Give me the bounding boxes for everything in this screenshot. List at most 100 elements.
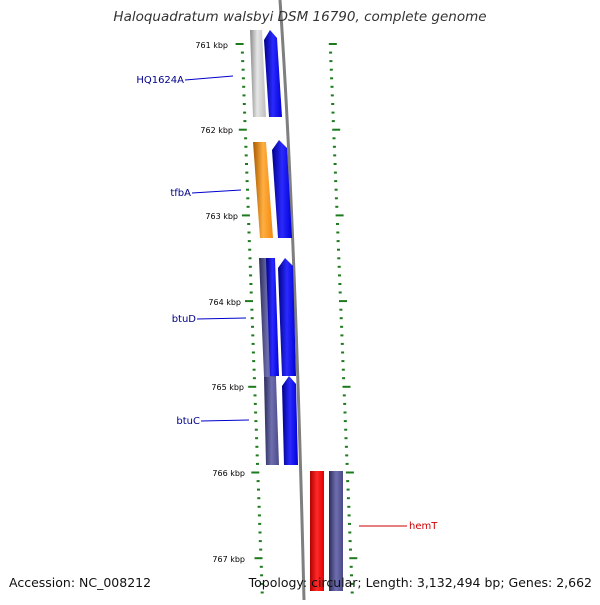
outer-minor-tick — [348, 522, 351, 525]
kbp-label-766: 766 kbp — [212, 469, 245, 478]
minor-tick — [252, 368, 256, 371]
accession-text: Accession: NC_008212 — [9, 575, 152, 590]
outer-minor-tick — [343, 402, 347, 405]
minor-tick — [257, 505, 261, 508]
minor-tick — [245, 171, 249, 174]
outer-major-tick — [332, 128, 341, 131]
outer-minor-tick — [330, 85, 334, 88]
outer-minor-tick — [346, 497, 350, 500]
minor-tick — [243, 120, 247, 123]
outer-minor-tick — [338, 283, 342, 285]
outer-minor-tick — [344, 428, 348, 431]
outer-minor-tick — [346, 488, 350, 491]
outer-minor-tick — [338, 291, 342, 294]
major-tick — [254, 557, 263, 560]
major-tick — [251, 471, 260, 474]
feature-tfba[interactable] — [253, 142, 273, 238]
outer-major-tick — [328, 43, 337, 45]
outer-minor-tick — [348, 531, 352, 534]
minor-tick — [260, 591, 264, 594]
feature-hemt[interactable] — [310, 471, 324, 591]
outer-minor-tick — [335, 205, 339, 208]
minor-tick — [254, 411, 258, 414]
minor-tick — [243, 111, 247, 114]
feature-labels: HQ1624A tfbA btuD btuC hemT — [136, 75, 438, 532]
outer-minor-tick — [343, 420, 347, 423]
minor-tick — [252, 377, 256, 380]
outer-major-tick — [335, 214, 344, 217]
outer-minor-tick — [340, 342, 344, 345]
minor-tick — [247, 240, 251, 243]
minor-tick — [255, 454, 259, 457]
genome-summary-text: Topology: circular; Length: 3,132,494 bp… — [248, 575, 592, 590]
minor-tick — [253, 394, 257, 397]
minor-tick — [255, 445, 259, 448]
minor-tick — [250, 308, 254, 311]
outer-minor-tick — [338, 274, 341, 277]
outer-minor-tick — [346, 480, 350, 483]
forward-cds-arrow-4[interactable] — [282, 376, 298, 465]
minor-tick — [248, 265, 252, 268]
major-tick — [235, 43, 244, 45]
minor-tick — [245, 180, 249, 183]
feature-hq1624a[interactable] — [250, 30, 266, 117]
outer-minor-tick — [337, 265, 341, 268]
minor-tick — [254, 420, 258, 423]
forward-cds-arrow-1[interactable] — [264, 30, 282, 117]
outer-minor-tick — [330, 94, 334, 97]
leader-btud — [196, 317, 247, 320]
minor-tick — [260, 574, 264, 577]
outer-minor-tick — [336, 223, 339, 225]
minor-tick — [248, 248, 252, 251]
minor-tick — [250, 317, 254, 320]
outer-major-tick — [345, 471, 354, 474]
minor-tick — [256, 462, 259, 465]
minor-tick — [257, 488, 260, 491]
outer-major-tick — [339, 300, 347, 303]
kbp-label-767: 767 kbp — [212, 555, 245, 564]
outer-minor-tick — [331, 111, 335, 114]
minor-tick — [241, 60, 245, 63]
outer-minor-tick — [347, 514, 351, 517]
outer-minor-tick — [333, 154, 337, 157]
minor-tick — [255, 437, 259, 440]
label-tfba[interactable]: tfbA — [170, 188, 191, 199]
minor-tick — [252, 360, 256, 363]
outer-minor-tick — [334, 188, 338, 191]
minor-tick — [253, 402, 257, 405]
outer-minor-tick — [342, 394, 346, 397]
outer-minor-tick — [341, 351, 345, 354]
outer-minor-tick — [348, 540, 352, 543]
minor-tick — [251, 342, 255, 345]
minor-tick — [259, 565, 263, 568]
feature-navy-cds[interactable] — [329, 471, 343, 591]
minor-tick — [244, 145, 248, 148]
label-hemt[interactable]: hemT — [409, 521, 438, 532]
label-btud[interactable]: btuD — [172, 314, 197, 325]
forward-cds-overlap[interactable] — [266, 258, 279, 376]
outer-minor-tick — [344, 437, 348, 440]
outer-major-tick — [349, 557, 358, 560]
outer-major-tick — [342, 385, 351, 388]
outer-minor-tick — [336, 231, 340, 234]
leader-btuc — [200, 419, 250, 422]
forward-cds-arrow-3[interactable] — [278, 258, 296, 376]
outer-minor-tick — [329, 51, 333, 54]
forward-cds-arrow-2[interactable] — [272, 140, 292, 238]
outer-minor-tick — [334, 180, 338, 183]
outer-minor-tick — [334, 197, 338, 200]
outer-minor-tick — [332, 145, 336, 148]
minor-tick — [244, 154, 248, 157]
feature-btuc[interactable] — [264, 377, 279, 465]
label-btuc[interactable]: btuC — [176, 416, 200, 427]
outer-minor-tick — [340, 325, 344, 328]
minor-tick — [246, 197, 250, 200]
outer-minor-tick — [347, 505, 351, 508]
minor-tick — [259, 548, 263, 551]
minor-tick — [247, 231, 251, 234]
outer-minor-tick — [329, 60, 333, 63]
minor-tick — [260, 582, 264, 585]
outer-ticks — [328, 43, 358, 594]
label-hq1624a[interactable]: HQ1624A — [136, 75, 184, 86]
